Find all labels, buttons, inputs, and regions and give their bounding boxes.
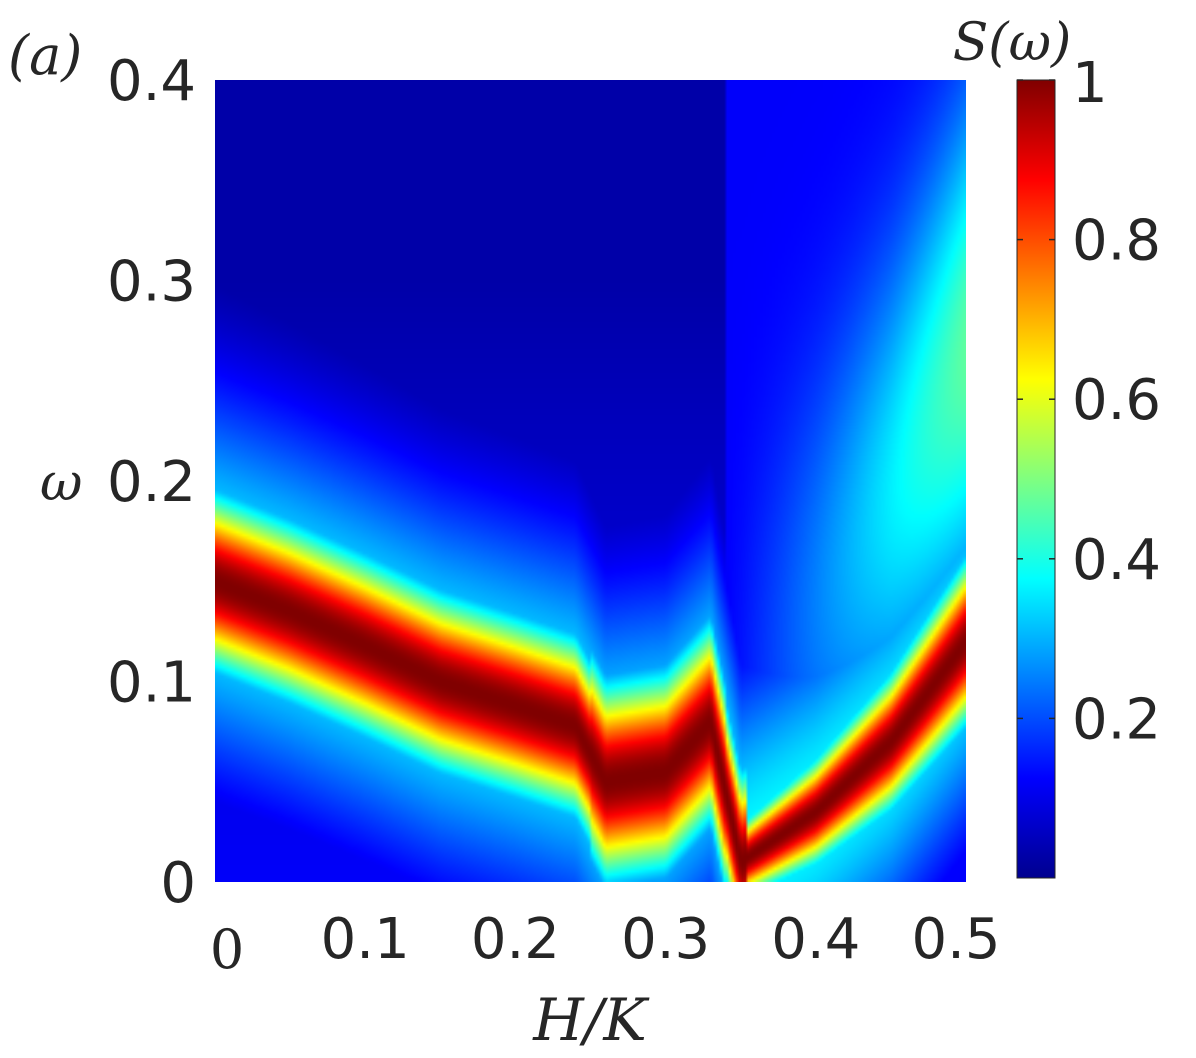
y-tick-label: 0.4 bbox=[107, 49, 196, 114]
y-tick-label: 0.2 bbox=[107, 450, 196, 515]
y-axis-ticks: 0 0.1 0.2 0.3 0.4 bbox=[107, 49, 196, 916]
panel-label: (a) bbox=[8, 24, 82, 87]
x-tick-label: 0.3 bbox=[621, 907, 710, 972]
colorbar-tick-label: 0.8 bbox=[1072, 209, 1161, 274]
x-axis-ticks: 0 0.1 0.2 0.3 0.4 0.5 bbox=[210, 907, 1001, 981]
colorbar-tick-label: 0.2 bbox=[1072, 687, 1161, 752]
colorbar: S(ω) 0.2 0.4 0.6 0.8 1 bbox=[953, 13, 1161, 879]
y-tick-label: 0 bbox=[160, 851, 196, 916]
plot-area bbox=[215, 80, 966, 882]
colorbar-tick-label: 1 bbox=[1072, 51, 1108, 116]
colorbar-gradient bbox=[1016, 79, 1056, 879]
x-tick-label: 0.2 bbox=[471, 907, 560, 972]
x-tick-label: 0.1 bbox=[321, 907, 410, 972]
y-axis-label: ω bbox=[40, 453, 82, 513]
y-tick-label: 0.1 bbox=[107, 651, 196, 716]
colorbar-tick-label: 0.6 bbox=[1072, 368, 1161, 433]
x-tick-label: 0 bbox=[210, 918, 244, 981]
heatmap-image bbox=[215, 80, 966, 882]
colorbar-title: S(ω) bbox=[953, 13, 1072, 73]
y-tick-label: 0.3 bbox=[107, 250, 196, 315]
x-axis-label: H/K bbox=[532, 986, 650, 1054]
colorbar-ticks: 0.2 0.4 0.6 0.8 1 bbox=[1017, 51, 1161, 752]
colorbar-tick-label: 0.4 bbox=[1072, 528, 1161, 593]
x-tick-label: 0.5 bbox=[911, 907, 1000, 972]
x-tick-label: 0.4 bbox=[771, 907, 860, 972]
